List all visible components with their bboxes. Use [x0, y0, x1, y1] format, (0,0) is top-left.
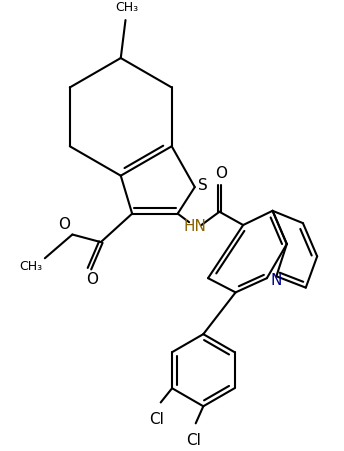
Text: CH₃: CH₃ — [19, 260, 42, 273]
Text: Cl: Cl — [186, 433, 201, 448]
Text: Cl: Cl — [149, 412, 164, 427]
Text: CH₃: CH₃ — [115, 1, 138, 14]
Text: N: N — [271, 272, 282, 288]
Text: S: S — [197, 178, 207, 193]
Text: O: O — [215, 166, 227, 181]
Text: O: O — [58, 216, 71, 232]
Text: O: O — [86, 272, 98, 287]
Text: HN: HN — [183, 220, 206, 235]
